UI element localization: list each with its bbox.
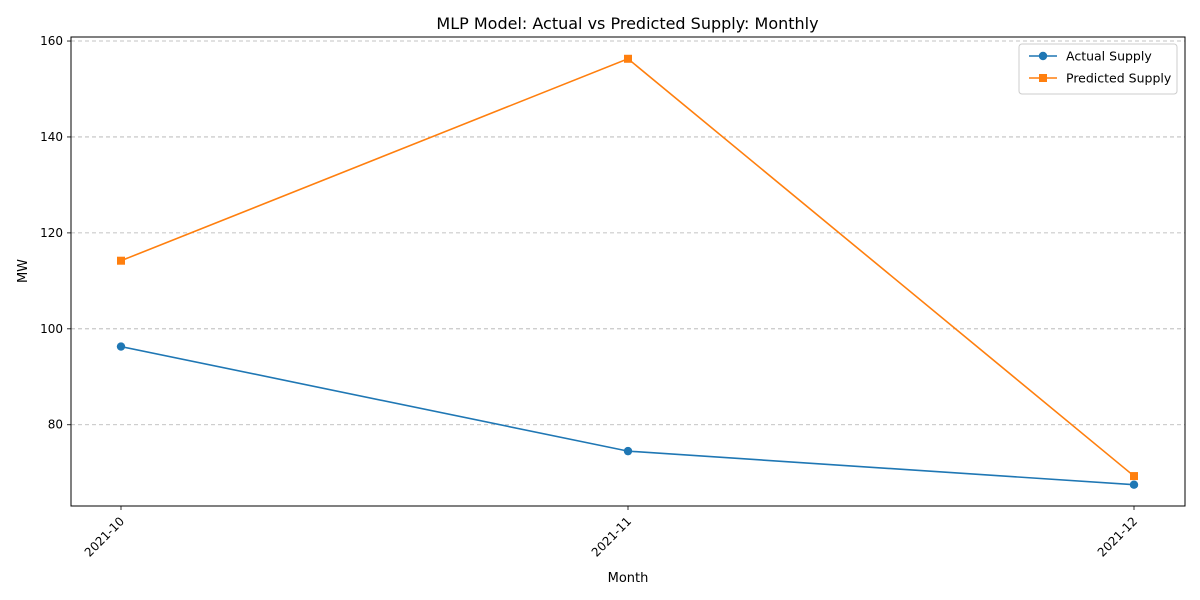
y-axis-label: MW [16,259,31,283]
data-point-0 [623,446,633,456]
y-tick-label: 100 [40,322,63,336]
data-point-1 [1130,472,1138,481]
legend-label-predicted: Predicted Supply [1066,71,1172,86]
x-axis: 2021-10 2021-11 2021-12 [82,506,1140,560]
grid [71,40,1185,426]
legend: Actual Supply Predicted Supply [1018,43,1178,95]
series-layer [116,54,1139,489]
x-tick-label: 2021-12 [1095,514,1140,559]
legend-marker-predicted [1039,74,1047,82]
x-tick-label: 2021-11 [589,514,634,559]
y-axis: 80 100 120 140 160 [40,34,71,432]
y-tick-label: 120 [40,226,63,240]
plot-frame [70,36,1186,507]
series-line-0 [120,345,1135,486]
chart-title: MLP Model: Actual vs Predicted Supply: M… [436,14,818,33]
y-tick-label: 80 [48,418,63,432]
legend-marker-actual [1038,51,1048,61]
legend-box [1018,43,1178,95]
data-point-1 [624,54,632,63]
data-point-0 [116,342,126,351]
x-tick-label: 2021-10 [82,514,127,559]
data-point-1 [117,256,125,265]
y-tick-label: 140 [40,130,63,144]
y-tick-label: 160 [40,34,63,48]
legend-label-actual: Actual Supply [1066,49,1152,64]
x-axis-label: Month [608,571,649,586]
series-line-1 [120,57,1135,477]
data-point-0 [1129,480,1139,489]
